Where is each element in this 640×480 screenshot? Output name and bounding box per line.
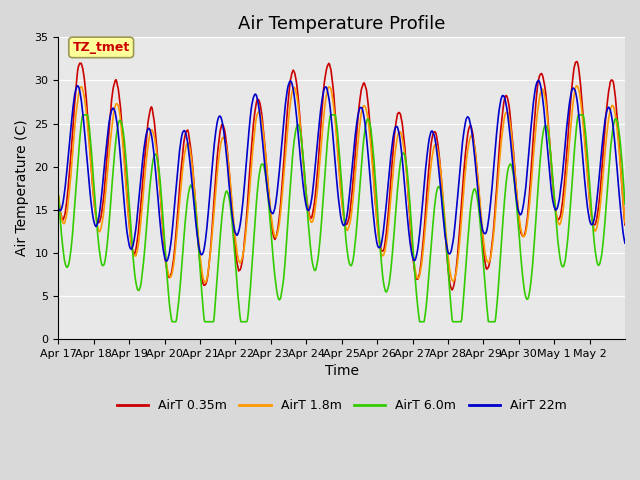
Line: AirT 0.35m: AirT 0.35m: [58, 61, 625, 290]
AirT 6.0m: [79, 112, 86, 118]
AirT 1.8m: [226, 174, 234, 180]
AirT 0.35m: [225, 167, 233, 173]
AirT 6.0m: [168, 319, 176, 324]
AirT 1.8m: [573, 83, 581, 89]
AirT 6.0m: [433, 186, 441, 192]
AirT 22m: [163, 258, 170, 264]
AirT 1.8m: [202, 280, 209, 286]
AirT 0.35m: [448, 287, 456, 293]
AirT 22m: [54, 205, 62, 211]
Line: AirT 22m: AirT 22m: [58, 80, 625, 261]
AirT 22m: [275, 169, 283, 175]
AirT 0.35m: [432, 130, 440, 136]
X-axis label: Time: Time: [324, 364, 358, 378]
AirT 22m: [121, 208, 129, 214]
AirT 0.35m: [121, 163, 129, 168]
AirT 22m: [226, 189, 234, 195]
AirT 22m: [433, 147, 440, 153]
Line: AirT 1.8m: AirT 1.8m: [58, 86, 625, 283]
AirT 6.0m: [227, 204, 234, 210]
AirT 1.8m: [54, 193, 62, 199]
AirT 1.8m: [401, 153, 409, 159]
AirT 1.8m: [433, 143, 440, 148]
AirT 0.35m: [621, 222, 629, 228]
AirT 1.8m: [621, 220, 629, 226]
Y-axis label: Air Temperature (C): Air Temperature (C): [15, 120, 29, 256]
AirT 0.35m: [253, 97, 261, 103]
Legend: AirT 0.35m, AirT 1.8m, AirT 6.0m, AirT 22m: AirT 0.35m, AirT 1.8m, AirT 6.0m, AirT 2…: [112, 394, 572, 417]
AirT 6.0m: [621, 201, 629, 207]
AirT 1.8m: [121, 168, 129, 174]
Title: Air Temperature Profile: Air Temperature Profile: [238, 15, 445, 33]
AirT 0.35m: [573, 59, 581, 64]
AirT 6.0m: [255, 177, 262, 182]
AirT 6.0m: [276, 296, 284, 302]
AirT 0.35m: [54, 193, 62, 199]
AirT 6.0m: [54, 193, 62, 199]
AirT 1.8m: [275, 221, 283, 227]
AirT 1.8m: [254, 110, 262, 116]
AirT 6.0m: [402, 156, 410, 162]
AirT 22m: [621, 240, 629, 246]
AirT 0.35m: [400, 138, 408, 144]
AirT 22m: [254, 98, 262, 104]
AirT 22m: [535, 77, 543, 83]
AirT 22m: [401, 185, 409, 191]
AirT 6.0m: [122, 152, 129, 157]
AirT 0.35m: [275, 220, 282, 226]
Line: AirT 6.0m: AirT 6.0m: [58, 115, 625, 322]
Text: TZ_tmet: TZ_tmet: [72, 41, 130, 54]
